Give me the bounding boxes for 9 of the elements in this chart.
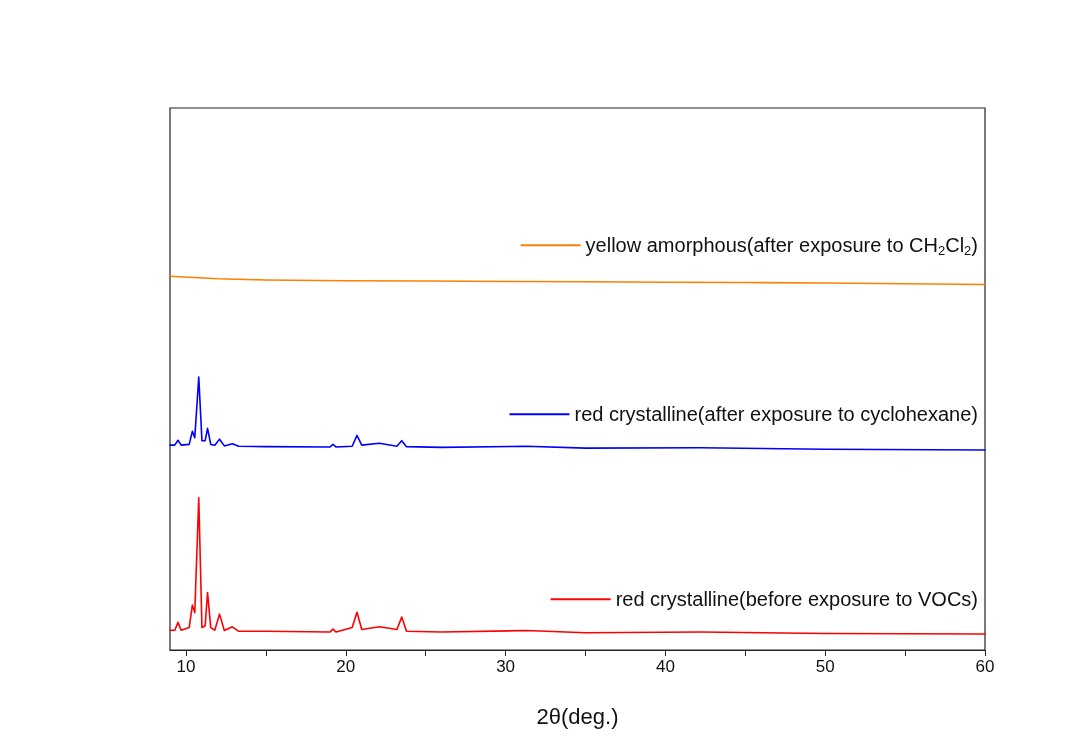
x-tick-label: 30 — [496, 657, 516, 676]
x-tick-label: 50 — [815, 657, 835, 676]
x-tick-label: 60 — [975, 657, 995, 676]
legend-label: red crystalline(after exposure to cyclohexane) — [574, 403, 979, 426]
x-axis-title: 2θ(deg.) — [536, 703, 619, 729]
x-tick-label: 40 — [655, 657, 675, 676]
x-tick-label: 10 — [176, 657, 196, 676]
legend-label: red crystalline(before exposure to VOCs) — [615, 588, 978, 611]
x-tick-label: 20 — [336, 657, 356, 676]
